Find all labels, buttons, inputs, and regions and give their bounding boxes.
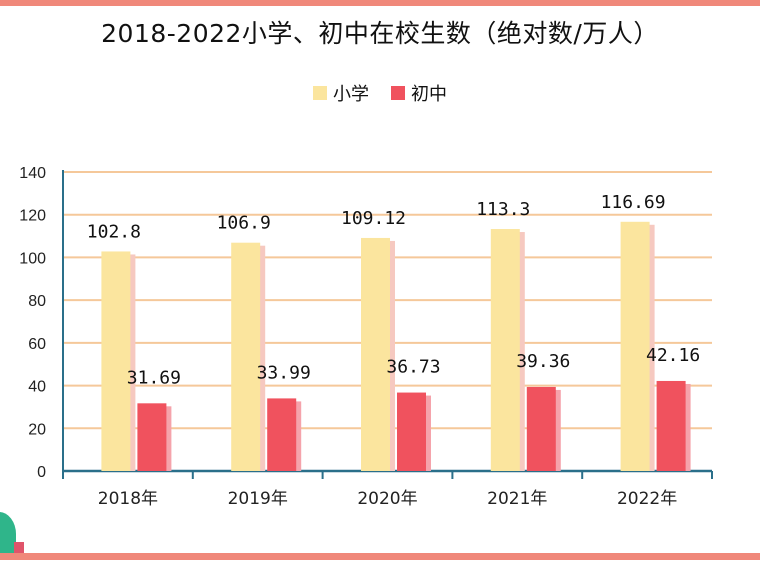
data-label: 31.69 [127,367,181,388]
y-tick-label: 140 [19,165,46,182]
y-tick-label: 60 [28,336,46,353]
bar-junior [656,380,686,471]
data-label: 109.12 [341,208,406,229]
data-label: 39.36 [516,351,570,372]
legend-item-junior: 初中 [391,80,447,106]
bar-junior [137,403,167,471]
y-tick-label: 20 [28,421,46,438]
x-tick-label: 2021年 [487,489,547,509]
bar-primary [361,237,390,471]
data-label: 113.3 [476,199,530,220]
x-tick-label: 2020年 [357,489,417,509]
legend-label-junior: 初中 [411,84,447,105]
bar-primary [490,229,520,471]
decorative-shape-small [14,542,24,554]
x-tick-label: 2018年 [98,489,158,509]
x-tick-label: 2019年 [228,489,288,509]
bar-junior [397,392,426,471]
x-tick-label: 2022年 [617,489,677,509]
y-tick-label: 120 [19,208,46,225]
data-label: 106.9 [217,213,271,234]
bottom-frame-border [0,553,760,560]
y-tick-label: 0 [37,464,46,481]
data-label: 102.8 [87,221,141,242]
decorative-shape [0,512,16,556]
data-label: 116.69 [601,192,666,213]
data-label: 36.73 [386,357,440,378]
bar-junior [267,398,297,471]
data-label: 33.99 [257,362,311,383]
bar-junior [526,386,556,471]
y-tick-label: 80 [28,293,46,310]
y-tick-label: 100 [19,250,46,267]
y-tick-label: 40 [28,379,46,396]
bar-primary [231,242,261,471]
top-frame-border [0,0,760,6]
bar-primary [620,221,650,471]
legend-label-primary: 小学 [333,84,369,105]
chart-legend: 小学 初中 [0,80,760,106]
chart-title: 2018-2022小学、初中在校生数（绝对数/万人） [101,19,659,48]
bar-primary [101,251,131,471]
legend-item-primary: 小学 [313,80,369,106]
legend-swatch-primary [313,86,327,100]
legend-swatch-junior [391,86,405,100]
data-label: 42.16 [646,345,700,366]
